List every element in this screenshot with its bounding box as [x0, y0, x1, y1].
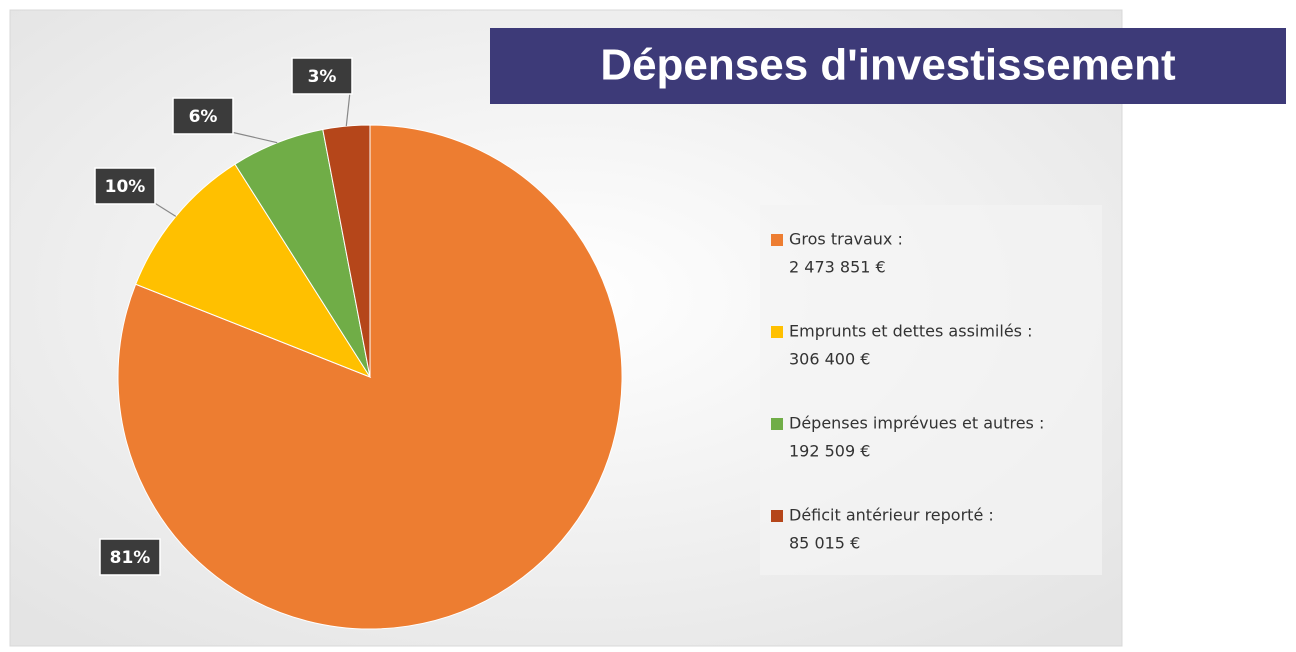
label-box [172, 97, 234, 135]
title-box [490, 28, 1286, 104]
data-label: 10% [105, 177, 146, 197]
leader-line [345, 91, 351, 127]
legend-swatch [771, 234, 783, 246]
data-labels: 81% 10% 6% 3% [94, 57, 353, 576]
legend-box [760, 205, 1102, 575]
legend-label: Emprunts et dettes assimilés : [789, 322, 1032, 341]
legend-label: Dépenses imprévues et autres : [789, 414, 1044, 433]
data-label: 6% [189, 107, 218, 127]
leader-line [230, 131, 278, 144]
legend: Gros travaux : 2 473 851 € Emprunts et det… [771, 230, 1044, 553]
legend-label: Déficit antérieur reporté : [789, 506, 994, 525]
data-label: 3% [308, 67, 337, 87]
pie [117, 124, 623, 630]
chart-title: Dépenses d'investissement [600, 41, 1176, 90]
legend-amount: 2 473 851 € [789, 258, 886, 277]
label-box [291, 57, 353, 95]
legend-amount: 306 400 € [789, 350, 870, 369]
legend-swatch [771, 326, 783, 338]
legend-swatch [771, 510, 783, 522]
legend-amount: 85 015 € [789, 534, 860, 553]
data-label: 81% [110, 548, 151, 568]
label-box [94, 167, 156, 205]
pie-slice [322, 124, 371, 378]
legend-swatch [771, 418, 783, 430]
legend-amount: 192 509 € [789, 442, 870, 461]
label-box [99, 538, 161, 576]
leader-line [152, 201, 177, 217]
legend-label: Gros travaux : [789, 230, 903, 249]
